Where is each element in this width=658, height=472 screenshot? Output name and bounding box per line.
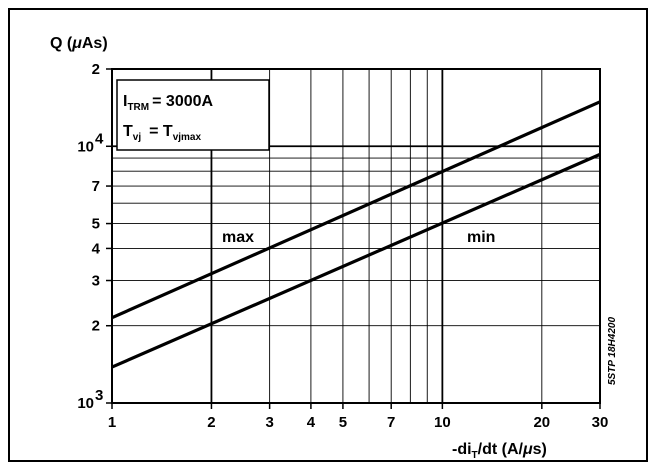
y-axis-label: Q (μAs) [50, 35, 108, 52]
y-tick-label: 7 [92, 178, 100, 195]
y-tick-label: 4 [92, 240, 101, 257]
series-line-min [111, 152, 601, 369]
y-tick-label: 5 [92, 216, 100, 233]
x-tick-label: 30 [592, 414, 609, 431]
x-axis-label: -diT/dt (A/μs) [452, 441, 547, 461]
part-number-code: 5STP 18H4200 [607, 317, 618, 385]
series-label-max: max [222, 229, 254, 246]
y-tick-label: 10 [77, 395, 94, 412]
x-tick-label: 10 [434, 414, 451, 431]
x-tick-label: 7 [387, 414, 395, 431]
y-tick-label: 3 [92, 273, 100, 290]
chart-frame [8, 8, 648, 462]
y-tick-label: 2 [92, 318, 100, 335]
y-tick-exponent: 4 [95, 130, 104, 147]
conditions-box: ITRM = 3000A Tvj = Tvjmax [116, 79, 270, 151]
x-tick-label: 20 [533, 414, 550, 431]
y-tick-exponent: 3 [95, 387, 103, 404]
y-tick-label: 10 [77, 138, 94, 155]
series-label-min: min [467, 229, 495, 246]
condition-temperature: Tvj = Tvjmax [123, 123, 201, 143]
x-tick-label: 1 [108, 414, 116, 431]
x-tick-label: 2 [207, 414, 215, 431]
y-tick-label: 2 [92, 61, 100, 78]
plot-border [111, 68, 601, 404]
series-lines [111, 100, 601, 369]
series-line-max [111, 100, 601, 320]
x-tick-label: 4 [307, 414, 316, 431]
condition-current: ITRM = 3000A [123, 93, 214, 113]
x-tick-label: 3 [265, 414, 273, 431]
x-tick-label: 5 [339, 414, 347, 431]
